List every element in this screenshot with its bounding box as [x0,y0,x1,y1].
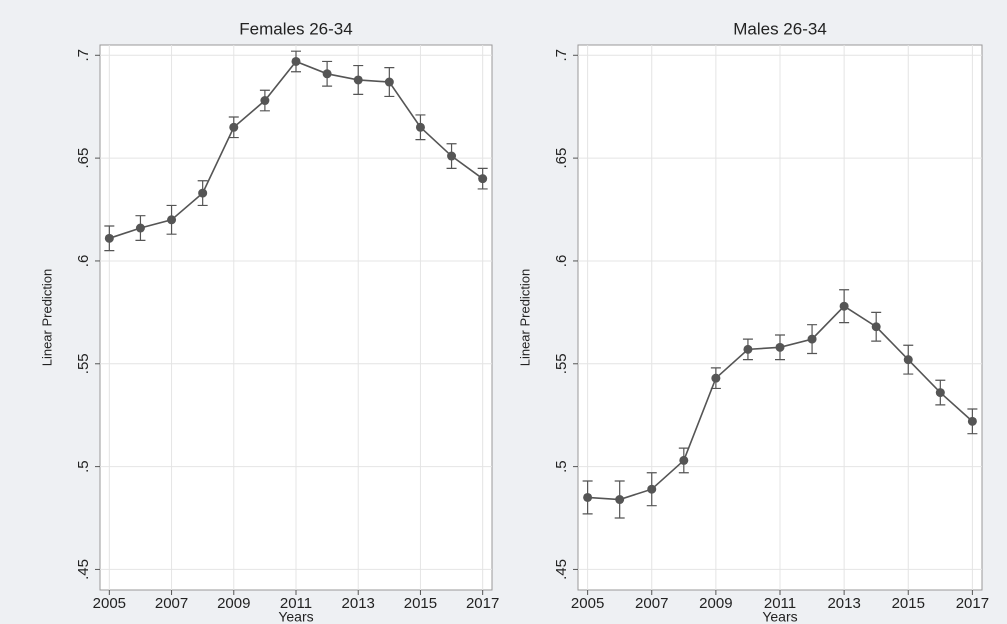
y-tick-label: .65 [553,148,570,169]
y-tick-label: .5 [553,460,570,473]
point [415,122,425,132]
x-tick-label: 2007 [155,595,188,612]
point [679,455,689,465]
y-tick-label: .7 [75,49,92,62]
x-axis-label: Years [278,609,313,624]
point [935,388,945,398]
x-tick-label: 2013 [342,595,375,612]
x-tick-label: 2015 [404,595,437,612]
y-tick-label: .65 [75,148,92,169]
point [260,96,270,106]
y-axis-label: Linear Prediction [39,269,54,367]
y-axis-label: Linear Prediction [517,269,532,367]
y-tick-label: .45 [75,559,92,580]
y-tick-label: .6 [75,255,92,268]
point [807,334,817,344]
point [711,373,721,383]
point [229,122,239,132]
point [478,174,488,184]
point [291,56,301,66]
point [743,344,753,354]
point [903,355,913,365]
x-tick-label: 2009 [217,595,250,612]
x-tick-label: 2007 [635,595,668,612]
y-tick-label: .6 [553,255,570,268]
point [353,75,363,85]
x-tick-label: 2013 [827,595,860,612]
x-tick-label: 2017 [956,595,989,612]
point [839,301,849,311]
x-axis-label: Years [762,609,797,624]
point [647,484,657,494]
point [967,416,977,426]
x-tick-label: 2009 [699,595,732,612]
point [615,495,625,505]
y-tick-label: .5 [75,460,92,473]
point [198,188,208,198]
point [384,77,394,87]
point [104,233,114,243]
y-tick-label: .45 [553,559,570,580]
panel-title: Females 26-34 [239,19,352,38]
x-tick-label: 2011 [280,595,312,612]
x-tick-label: 2005 [93,595,126,612]
point [775,342,785,352]
panel-title: Males 26-34 [733,19,827,38]
x-tick-label: 2015 [892,595,925,612]
x-tick-label: 2005 [571,595,604,612]
y-tick-label: .7 [553,49,570,62]
point [167,215,177,225]
point [447,151,457,161]
point [583,492,593,502]
y-tick-label: .55 [75,353,92,374]
point [871,322,881,332]
x-tick-label: 2011 [764,595,796,612]
point [135,223,145,233]
y-tick-label: .55 [553,353,570,374]
point [322,69,332,79]
x-tick-label: 2017 [466,595,499,612]
